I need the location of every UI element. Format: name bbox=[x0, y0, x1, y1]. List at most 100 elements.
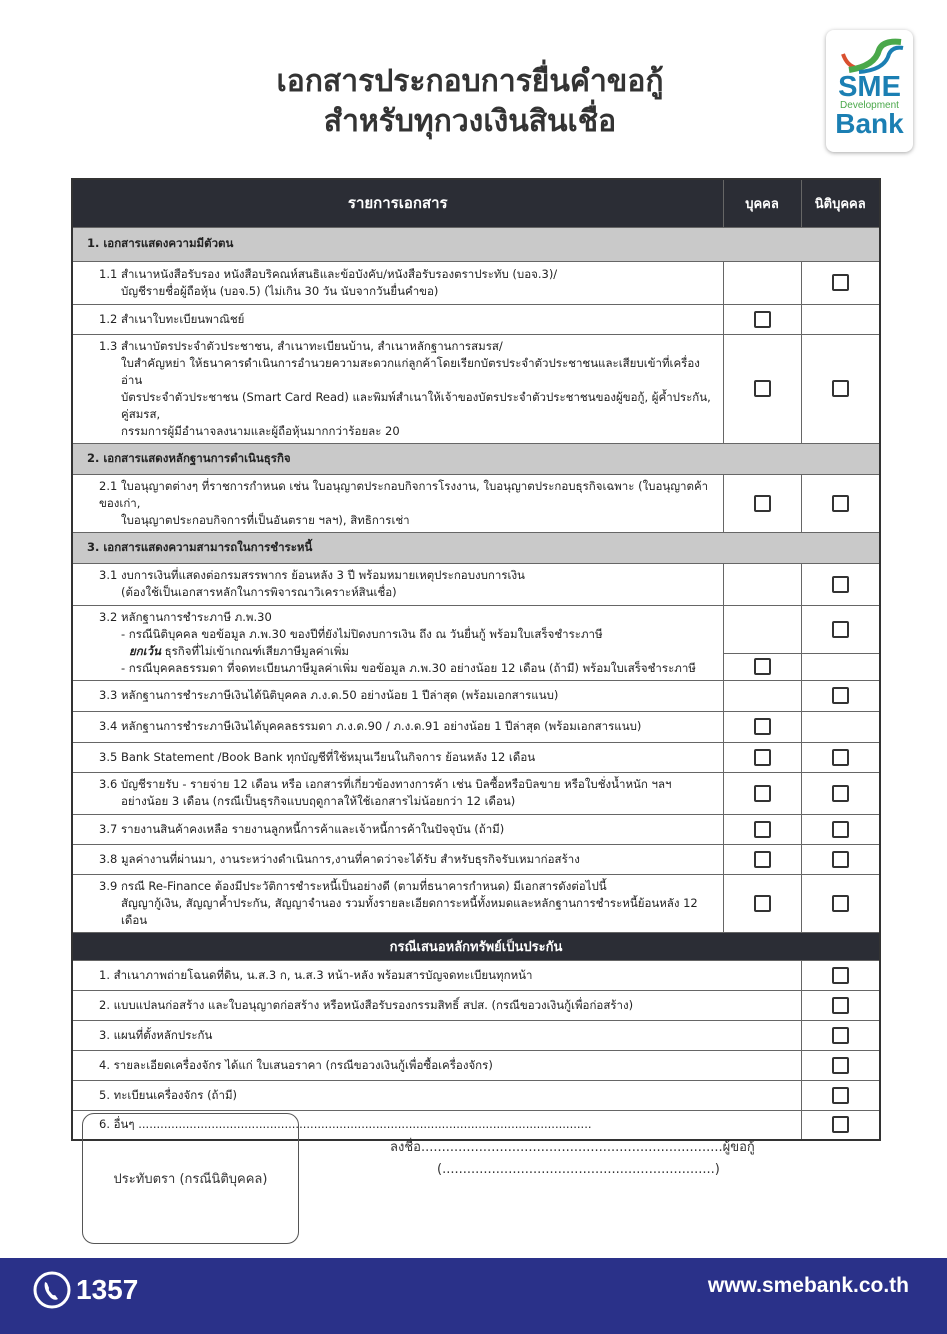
juristic-checkbox[interactable] bbox=[831, 996, 849, 1014]
item-description: 1.2 สำเนาใบทะเบียนพาณิชย์ bbox=[71, 303, 724, 335]
juristic-checkbox[interactable] bbox=[831, 687, 849, 704]
juristic-checkbox[interactable] bbox=[831, 784, 849, 802]
hotline: 1357 bbox=[32, 1270, 138, 1310]
item-description: 3.5 Bank Statement /Book Bank ทุกบัญชีที… bbox=[71, 741, 724, 773]
signature-line: ลงชื่อ..................................… bbox=[390, 1140, 755, 1155]
juristic-cell bbox=[800, 771, 881, 815]
item-description: 4. รายละเอียดเครื่องจักร ได้แก่ ใบเสนอรา… bbox=[71, 1049, 802, 1081]
table-row: 3. แผนที่ตั้งหลักประกัน bbox=[71, 1019, 881, 1051]
item-line: 3.6 บัญชีรายรับ - รายจ่าย 12 เดือน หรือ … bbox=[99, 777, 672, 791]
juristic-checkbox[interactable] bbox=[831, 820, 849, 838]
individual-cell bbox=[722, 679, 802, 712]
item-description: 3.9 กรณี Re-Finance ต้องมีประวัติการชำระ… bbox=[71, 873, 724, 933]
juristic-cell bbox=[800, 473, 881, 533]
juristic-checkbox[interactable] bbox=[831, 1026, 849, 1044]
item-line: สัญญากู้เงิน, สัญญาค้ำประกัน, สัญญาจำนอง… bbox=[121, 895, 698, 927]
stamp-label: ประทับตรา (กรณีนิติบุคคล) bbox=[113, 1172, 268, 1187]
table-row: 3.8 มูลค่างานที่ผ่านมา, งานระหว่างดำเนิน… bbox=[71, 843, 881, 875]
individual-checkbox[interactable] bbox=[753, 850, 771, 868]
table-row bbox=[72, 653, 881, 681]
item-description: 6. อื่นๆ ...............................… bbox=[71, 1109, 802, 1141]
juristic-checkbox[interactable] bbox=[831, 894, 849, 912]
individual-cell bbox=[722, 710, 802, 743]
juristic-checkbox[interactable] bbox=[831, 575, 849, 593]
item-description: 1.3 สำเนาบัตรประจำตัวประชาชน, สำเนาทะเบี… bbox=[71, 333, 724, 444]
juristic-checkbox[interactable] bbox=[831, 620, 849, 638]
individual-checkbox[interactable] bbox=[753, 494, 771, 512]
table-row: 3.3 หลักฐานการชำระภาษีเงินได้นิติบุคคล ภ… bbox=[71, 679, 881, 712]
table-row: 3.4 หลักฐานการชำระภาษีเงินได้บุคคลธรรมดา… bbox=[71, 710, 881, 743]
table-row: 1. สำเนาภาพถ่ายโฉนดที่ดิน, น.ส.3 ก, น.ส.… bbox=[71, 959, 881, 991]
item-line: กรรมการผู้มีอำนาจลงนามและผู้ถือหุ้นมากกว… bbox=[121, 423, 400, 438]
juristic-cell bbox=[800, 843, 881, 875]
item-line: 3.7 รายงานสินค้าคงเหลือ รายงานลูกหนี้การ… bbox=[99, 821, 505, 836]
individual-checkbox[interactable] bbox=[753, 820, 771, 838]
item-line: 3.2 หลักฐานการชำระภาษี ภ.พ.30 bbox=[99, 609, 272, 624]
item-line: 1.1 สำเนาหนังสือรับรอง หนังสือบริคณห์สนธ… bbox=[99, 266, 558, 281]
page-title-line2: สำหรับทุกวงเงินสินเชื่อ bbox=[323, 104, 617, 139]
table-row: 3.9 กรณี Re-Finance ต้องมีประวัติการชำระ… bbox=[71, 873, 881, 933]
wave-logo-icon bbox=[840, 38, 903, 74]
except-label: ยกเว้น bbox=[129, 643, 161, 658]
table-row: 4. รายละเอียดเครื่องจักร ได้แก่ ใบเสนอรา… bbox=[71, 1049, 881, 1081]
item-description: 5. ทะเบียนเครื่องจักร (ถ้ามี) bbox=[71, 1079, 802, 1111]
juristic-cell bbox=[800, 989, 881, 1021]
juristic-cell bbox=[800, 741, 881, 773]
item-line: 1.2 สำเนาใบทะเบียนพาณิชย์ bbox=[99, 311, 245, 326]
individual-checkbox[interactable] bbox=[753, 784, 771, 802]
item-line: อย่างน้อย 3 เดือน (กรณีเป็นธุรกิจแบบฤดูก… bbox=[121, 794, 516, 808]
individual-checkbox[interactable] bbox=[753, 718, 771, 735]
individual-checkbox[interactable] bbox=[753, 380, 771, 397]
item-line: (ต้องใช้เป็นเอกสารหลักในการพิจารณาวิเครา… bbox=[121, 585, 397, 599]
individual-checkbox[interactable] bbox=[753, 748, 771, 766]
item-description: 3. แผนที่ตั้งหลักประกัน bbox=[71, 1019, 802, 1051]
juristic-checkbox[interactable] bbox=[831, 748, 849, 766]
juristic-cell bbox=[800, 710, 881, 743]
juristic-checkbox[interactable] bbox=[831, 380, 849, 397]
juristic-checkbox[interactable] bbox=[831, 494, 849, 512]
juristic-cell bbox=[800, 653, 881, 681]
collateral-header-row: กรณีเสนอหลักทรัพย์เป็นประกัน bbox=[71, 931, 881, 961]
item-line: - กรณีนิติบุคคล ขอข้อมูล ภ.พ.30 ของปีที่… bbox=[121, 626, 603, 641]
juristic-checkbox[interactable] bbox=[831, 1116, 849, 1134]
individual-checkbox[interactable] bbox=[753, 658, 771, 676]
item-line: 3.8 มูลค่างานที่ผ่านมา, งานระหว่างดำเนิน… bbox=[99, 851, 580, 866]
juristic-cell bbox=[800, 333, 881, 444]
individual-cell bbox=[722, 813, 802, 845]
section-title: 2. เอกสารแสดงหลักฐานการดำเนินธุรกิจ bbox=[71, 442, 881, 475]
individual-cell bbox=[722, 843, 802, 875]
document-checklist-table: รายการเอกสาร บุคคล นิติบุคคล 1. เอกสารแส… bbox=[71, 178, 881, 1141]
juristic-checkbox[interactable] bbox=[831, 274, 849, 291]
printed-name-line: (.......................................… bbox=[437, 1162, 720, 1177]
table-row: 2. แบบแปลนก่อสร้าง และใบอนุญาตก่อสร้าง ห… bbox=[71, 989, 881, 1021]
individual-checkbox[interactable] bbox=[753, 310, 771, 328]
table-row: 3.7 รายงานสินค้าคงเหลือ รายงานลูกหนี้การ… bbox=[71, 813, 881, 845]
item-description: 3.6 บัญชีรายรับ - รายจ่าย 12 เดือน หรือ … bbox=[71, 771, 724, 815]
item-description: 3.1 งบการเงินที่แสดงต่อกรมสรรพากร ย้อนหล… bbox=[71, 562, 724, 606]
juristic-checkbox[interactable] bbox=[831, 850, 849, 868]
juristic-cell bbox=[800, 813, 881, 845]
item-line: บัตรประจำตัวประชาชน (Smart Card Read) แล… bbox=[121, 389, 711, 421]
item-description: 3.7 รายงานสินค้าคงเหลือ รายงานลูกหนี้การ… bbox=[71, 813, 724, 845]
juristic-checkbox[interactable] bbox=[831, 1086, 849, 1104]
individual-cell bbox=[722, 873, 802, 933]
juristic-cell bbox=[800, 562, 881, 606]
individual-cell bbox=[722, 653, 802, 681]
sme-bank-logo: SME Development Bank bbox=[826, 30, 913, 152]
juristic-cell bbox=[800, 1079, 881, 1111]
website-link[interactable]: www.smebank.co.th bbox=[707, 1274, 909, 1297]
juristic-checkbox[interactable] bbox=[831, 1056, 849, 1074]
juristic-cell bbox=[800, 604, 881, 655]
table-row: 1.3 สำเนาบัตรประจำตัวประชาชน, สำเนาทะเบี… bbox=[71, 333, 881, 444]
hotline-number: 1357 bbox=[76, 1274, 139, 1305]
individual-checkbox[interactable] bbox=[753, 894, 771, 912]
item-line: ธุรกิจที่ไม่เข้าเกณฑ์เสียภาษีมูลค่าเพิ่ม bbox=[164, 643, 349, 658]
juristic-cell bbox=[800, 873, 881, 933]
item-description: 1.1 สำเนาหนังสือรับรอง หนังสือบริคณห์สนธ… bbox=[71, 260, 724, 305]
individual-cell bbox=[722, 604, 802, 655]
table-row: 3.6 บัญชีรายรับ - รายจ่าย 12 เดือน หรือ … bbox=[71, 771, 881, 815]
table-row: 1.1 สำเนาหนังสือรับรอง หนังสือบริคณห์สนธ… bbox=[71, 260, 881, 305]
juristic-checkbox[interactable] bbox=[831, 966, 849, 984]
section-header: 2. เอกสารแสดงหลักฐานการดำเนินธุรกิจ bbox=[71, 442, 881, 475]
section-title: 1. เอกสารแสดงความมีตัวตน bbox=[71, 226, 881, 262]
